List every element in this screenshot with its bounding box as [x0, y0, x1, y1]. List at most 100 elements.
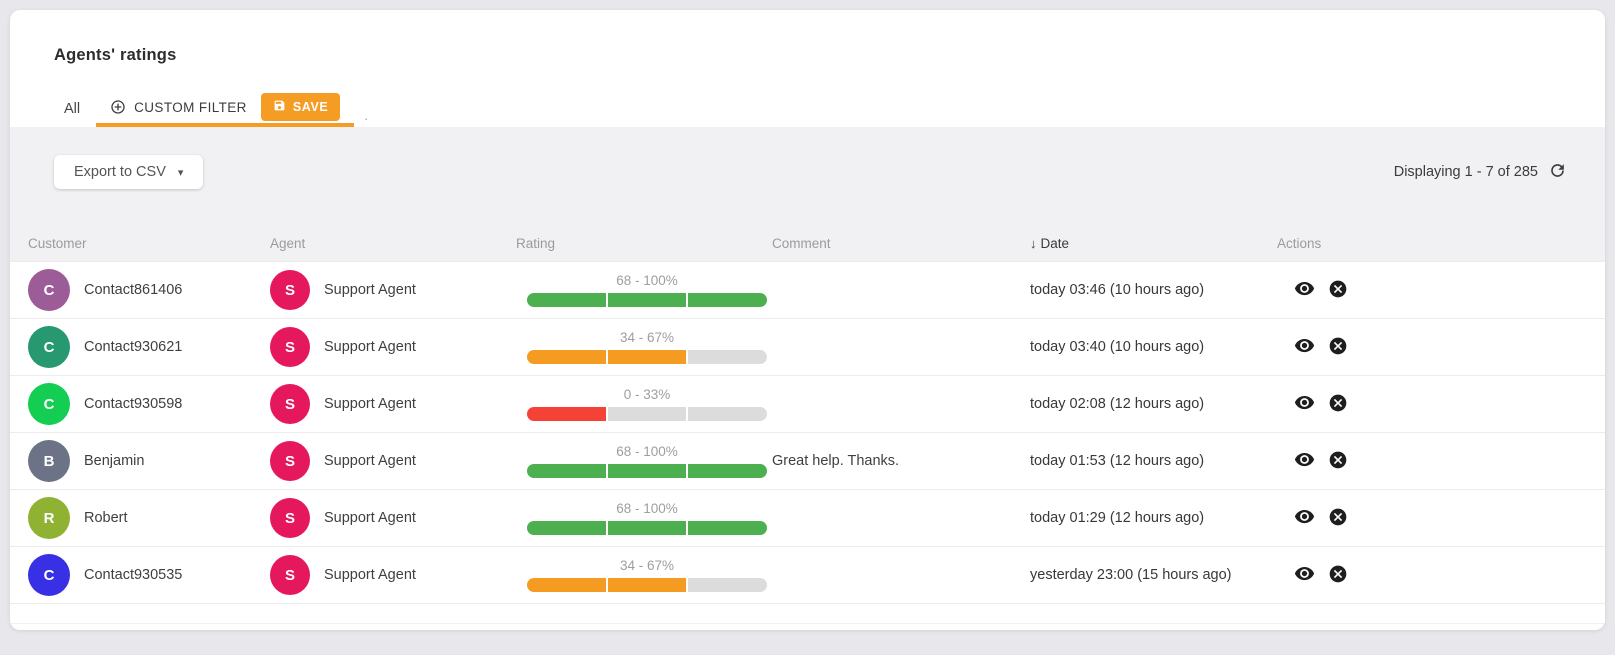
table-body: C Contact861406 S Support Agent 68 - 100… [10, 261, 1605, 603]
actions-cell [1277, 278, 1605, 302]
delete-button[interactable] [1328, 393, 1348, 416]
table-row: R Robert S Support Agent 68 - 100% today… [10, 489, 1605, 546]
agent-cell: S Support Agent [270, 498, 516, 538]
customer-cell: C Contact930598 [28, 383, 270, 425]
header-date[interactable]: ↓ Date [1030, 236, 1277, 251]
customer-cell: B Benjamin [28, 440, 270, 482]
rating-range-label: 68 - 100% [616, 273, 678, 288]
rating-cell: 68 - 100% [516, 501, 772, 535]
agent-cell: S Support Agent [270, 384, 516, 424]
header-customer: Customer [28, 235, 87, 251]
view-button[interactable] [1294, 278, 1315, 302]
tab-overflow-dot: . [364, 108, 368, 123]
page-title: Agents' ratings [54, 46, 177, 64]
view-button[interactable] [1294, 335, 1315, 359]
agent-avatar: S [270, 555, 310, 595]
agent-avatar: S [270, 327, 310, 367]
save-icon [273, 99, 286, 115]
rating-range-label: 68 - 100% [616, 501, 678, 516]
ratings-table: Customer Agent Rating Comment ↓ Date Act… [10, 225, 1605, 623]
view-button[interactable] [1294, 392, 1315, 416]
customer-cell: C Contact930535 [28, 554, 270, 596]
date-cell: today 03:40 (10 hours ago) [1030, 339, 1205, 355]
rating-bar [527, 407, 767, 421]
date-cell: today 03:46 (10 hours ago) [1030, 282, 1205, 298]
agent-cell: S Support Agent [270, 270, 516, 310]
date-cell: yesterday 23:00 (15 hours ago) [1030, 567, 1232, 583]
agent-avatar: S [270, 384, 310, 424]
delete-button[interactable] [1328, 279, 1348, 302]
agents-ratings-card: Agents' ratings All CUSTOM FILTER SAVE . [10, 10, 1605, 630]
customer-avatar: C [28, 383, 70, 425]
actions-cell [1277, 506, 1605, 530]
displaying-count: Displaying 1 - 7 of 285 [1393, 164, 1538, 180]
rating-cell: 34 - 67% [516, 558, 772, 592]
view-button[interactable] [1294, 449, 1315, 473]
rating-cell: 0 - 33% [516, 387, 772, 421]
header-agent: Agent [270, 235, 306, 251]
table-row-partial [10, 603, 1605, 623]
rating-bar [527, 350, 767, 364]
table-row: B Benjamin S Support Agent 68 - 100% Gre… [10, 432, 1605, 489]
export-csv-label: Export to CSV [74, 164, 166, 180]
customer-name: Contact930535 [84, 567, 183, 583]
delete-button[interactable] [1328, 564, 1348, 587]
card-body: Export to CSV ▾ Displaying 1 - 7 of 285 … [10, 127, 1605, 624]
customer-avatar: C [28, 269, 70, 311]
rating-cell: 68 - 100% [516, 273, 772, 307]
rating-bar [527, 521, 767, 535]
add-circle-icon [110, 99, 126, 115]
sort-descending-icon: ↓ [1030, 235, 1037, 251]
date-cell: today 01:53 (12 hours ago) [1030, 453, 1205, 469]
agent-cell: S Support Agent [270, 327, 516, 367]
cancel-circle-icon [1328, 393, 1348, 416]
actions-cell [1277, 335, 1605, 359]
view-button[interactable] [1294, 506, 1315, 530]
rating-range-label: 68 - 100% [616, 444, 678, 459]
agent-name: Support Agent [324, 567, 416, 583]
delete-button[interactable] [1328, 507, 1348, 530]
rating-cell: 34 - 67% [516, 330, 772, 364]
save-button[interactable]: SAVE [260, 93, 341, 121]
export-csv-button[interactable]: Export to CSV ▾ [54, 155, 204, 189]
customer-name: Contact930621 [84, 339, 183, 355]
customer-avatar: C [28, 326, 70, 368]
actions-cell [1277, 563, 1605, 587]
actions-cell [1277, 449, 1605, 473]
customer-name: Benjamin [84, 453, 145, 469]
customer-avatar: C [28, 554, 70, 596]
rating-cell: 68 - 100% [516, 444, 772, 478]
header-date-label: Date [1040, 235, 1070, 251]
agent-avatar: S [270, 441, 310, 481]
tab-custom-filter[interactable]: CUSTOM FILTER SAVE [96, 91, 355, 127]
toolbar: Export to CSV ▾ Displaying 1 - 7 of 285 [10, 127, 1605, 189]
header-comment: Comment [772, 235, 831, 251]
view-button[interactable] [1294, 563, 1315, 587]
refresh-button[interactable] [1548, 161, 1567, 183]
save-button-label: SAVE [292, 100, 329, 114]
header-rating: Rating [516, 235, 556, 251]
rating-bar [527, 293, 767, 307]
rating-range-label: 34 - 67% [619, 558, 675, 573]
tab-custom-filter-label: CUSTOM FILTER [134, 99, 247, 115]
customer-cell: C Contact861406 [28, 269, 270, 311]
customer-cell: R Robert [28, 497, 270, 539]
agent-avatar: S [270, 498, 310, 538]
table-row: C Contact930535 S Support Agent 34 - 67%… [10, 546, 1605, 603]
agent-cell: S Support Agent [270, 555, 516, 595]
header-actions: Actions [1277, 235, 1322, 251]
tabbar: All CUSTOM FILTER SAVE . [10, 91, 1605, 127]
agent-name: Support Agent [324, 510, 416, 526]
agent-name: Support Agent [324, 453, 416, 469]
card-header: Agents' ratings All CUSTOM FILTER SAVE . [10, 46, 1605, 127]
actions-cell [1277, 392, 1605, 416]
agent-name: Support Agent [324, 282, 416, 298]
delete-button[interactable] [1328, 336, 1348, 359]
customer-avatar: R [28, 497, 70, 539]
customer-name: Contact861406 [84, 282, 183, 298]
delete-button[interactable] [1328, 450, 1348, 473]
date-cell: today 02:08 (12 hours ago) [1030, 396, 1205, 412]
cancel-circle-icon [1328, 507, 1348, 530]
rating-bar [527, 464, 767, 478]
tab-all[interactable]: All [54, 91, 90, 127]
